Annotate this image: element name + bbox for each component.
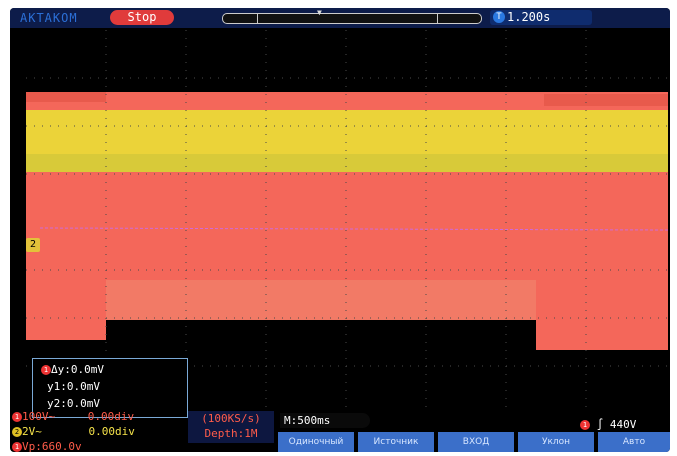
status-bar: AKTAKOM Stop ▼ T 1.200s [10,8,670,28]
vp-measurement: 1 Vp:660.0v [12,440,82,452]
softkey-source[interactable]: Источник [358,432,434,452]
channel-1-icon: 1 [41,365,51,375]
trigger-info[interactable]: 1 ∫ 440V [580,418,660,432]
ch1-step-bottom-left [26,280,106,340]
softkey-input[interactable]: ВХОД [438,432,514,452]
memory-position-bar[interactable]: ▼ [222,8,482,24]
channel-1-icon: 1 [12,442,22,452]
ch1-scale: 100V~ [22,410,56,423]
ch2-scale-row[interactable]: 2 2V~ 0.00div [12,425,135,438]
waveform-graph [26,30,668,410]
time-icon: T [493,11,505,23]
delay-value: 1.200s [507,10,551,24]
ch1-step-bottom-right [536,280,668,350]
acquisition-info: (100KS/s) Depth:1M [188,411,274,443]
vp-value: Vp:660.0v [22,440,82,452]
ch2-scale: 2V~ [22,425,42,438]
brand-label: AKTAKOM [20,11,78,25]
cursor-measurement-panel: 1 Δy:0.0mV y1:0.0mV y2:0.0mV [32,358,188,418]
memory-mark-right [437,14,438,23]
ch1-step-top-left [26,92,106,102]
ch1-scale-row[interactable]: 1 100V~ 0.00div [12,410,134,423]
ch1-step-top-right [544,94,668,106]
ch2-ground-marker[interactable]: 2 [26,238,40,252]
softkey-auto[interactable]: Авто [598,432,670,452]
trigger-position-arrow-icon: ▼ [317,8,322,17]
ch2-offset: 0.00div [88,425,135,438]
y1-value: y1:0.0mV [47,380,100,393]
timebase-readout[interactable]: M:500ms [280,413,370,428]
memory-depth: Depth:1M [204,427,258,440]
trigger-level: 440V [609,418,637,431]
ch1-offset: 0.00div [87,410,135,423]
channel-1-icon: 1 [12,412,22,422]
trigger-delay-readout[interactable]: T 1.200s [490,10,592,25]
oscilloscope-screen: AKTAKOM Stop ▼ T 1.200s [10,8,670,452]
waveform-display[interactable]: 2 [26,30,668,410]
rising-edge-icon: ∫ [596,418,604,431]
memory-mark-left [257,14,258,23]
softkey-single[interactable]: Одиночный [278,432,354,452]
ch1-middle-lower [106,280,536,320]
y2-value: y2:0.0mV [47,397,100,410]
softkey-slope[interactable]: Уклон [518,432,594,452]
channel-1-icon: 1 [580,420,590,430]
softkey-menu: Одиночный Источник ВХОД Уклон Авто [278,432,670,452]
sample-rate: (100KS/s) [201,412,261,425]
delta-y-row: 1 Δy:0.0mV [41,362,104,377]
run-stop-indicator[interactable]: Stop [110,10,174,25]
ch2-band-lower [26,154,668,172]
delta-y-value: Δy:0.0mV [51,363,104,376]
channel-2-icon: 2 [12,427,22,437]
